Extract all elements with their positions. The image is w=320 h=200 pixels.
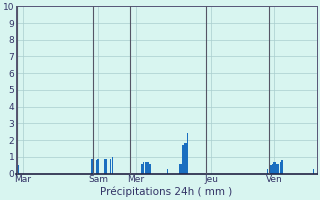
Bar bbox=[93, 159, 94, 174]
Bar bbox=[313, 169, 314, 174]
Bar bbox=[181, 164, 182, 174]
Bar bbox=[148, 162, 149, 174]
Bar bbox=[187, 133, 188, 174]
Bar bbox=[278, 164, 279, 174]
Bar bbox=[104, 159, 105, 174]
Bar bbox=[280, 162, 281, 174]
Bar bbox=[281, 160, 283, 174]
Bar bbox=[272, 164, 273, 174]
Bar bbox=[270, 165, 272, 174]
Bar bbox=[91, 159, 92, 174]
Bar bbox=[179, 164, 180, 174]
X-axis label: Précipitations 24h ( mm ): Précipitations 24h ( mm ) bbox=[100, 187, 233, 197]
Bar bbox=[182, 145, 184, 174]
Bar bbox=[166, 169, 168, 174]
Bar bbox=[184, 143, 185, 174]
Bar bbox=[276, 164, 278, 174]
Bar bbox=[17, 165, 19, 174]
Bar bbox=[275, 162, 276, 174]
Bar bbox=[105, 159, 107, 174]
Bar bbox=[16, 167, 17, 174]
Bar bbox=[97, 159, 99, 174]
Bar bbox=[143, 162, 144, 174]
Bar bbox=[145, 162, 146, 174]
Bar bbox=[146, 162, 148, 174]
Bar bbox=[267, 169, 268, 174]
Bar bbox=[96, 160, 97, 174]
Bar bbox=[149, 164, 151, 174]
Bar bbox=[112, 157, 113, 174]
Bar bbox=[185, 143, 187, 174]
Bar bbox=[141, 164, 143, 174]
Bar bbox=[110, 159, 111, 174]
Bar bbox=[273, 162, 275, 174]
